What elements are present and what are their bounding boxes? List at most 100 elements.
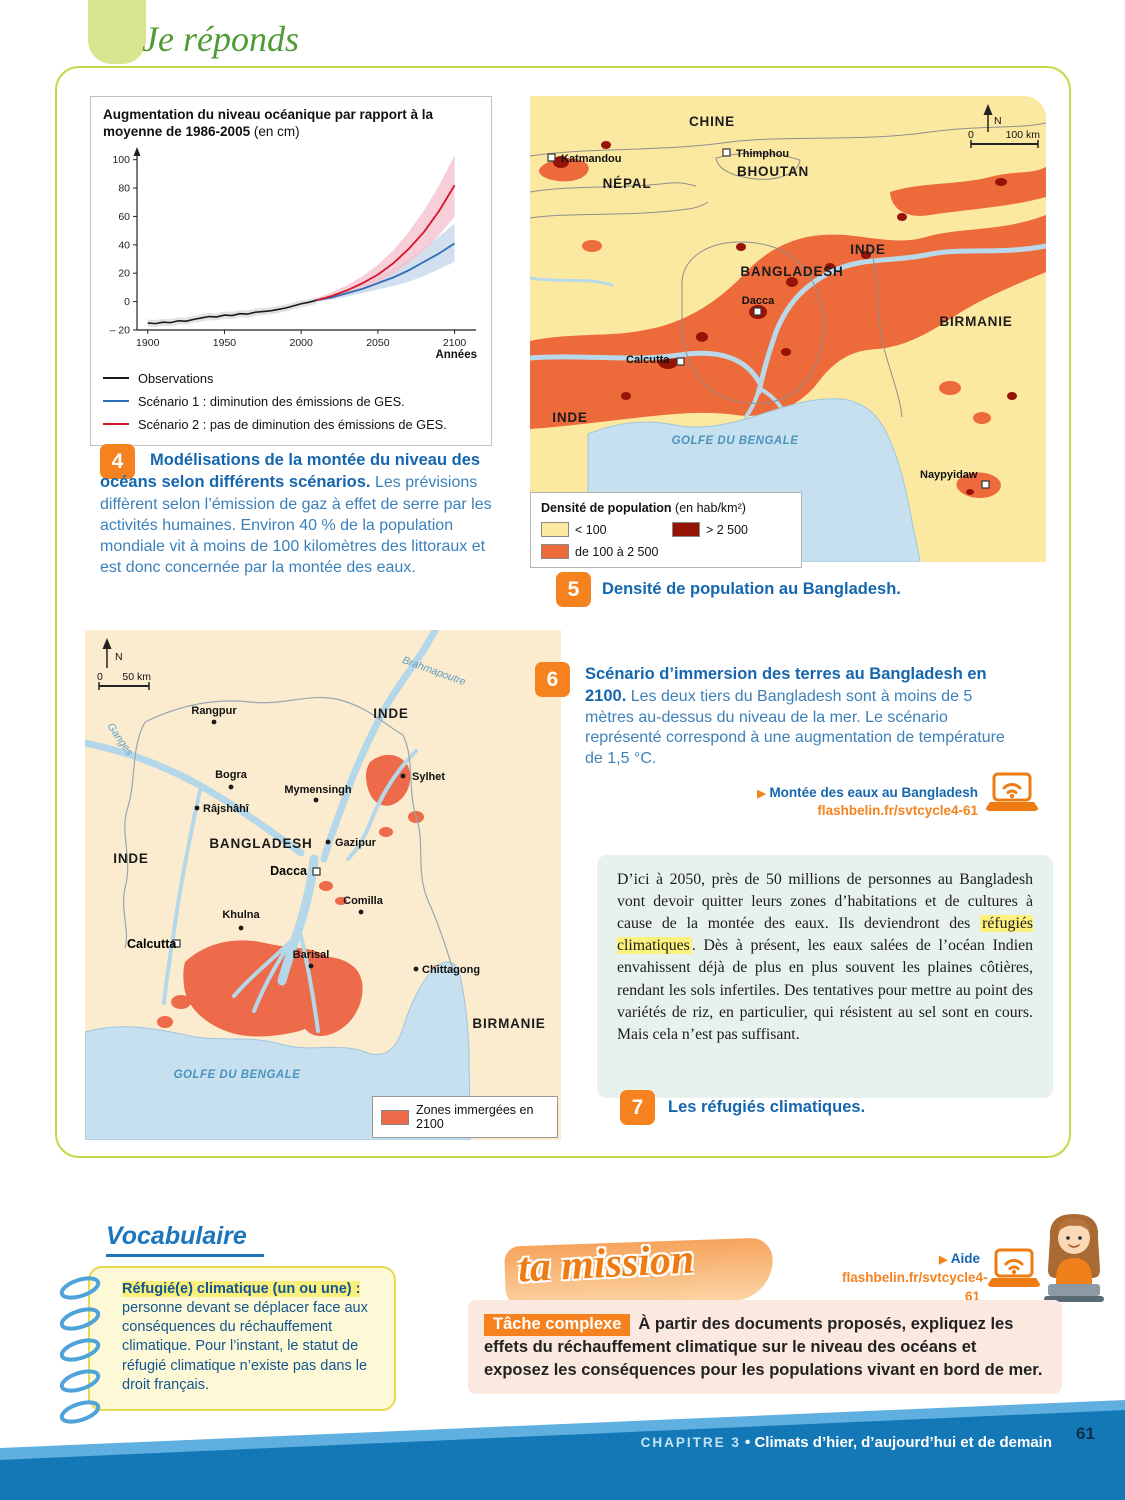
map-label: BIRMANIE [939,314,1012,329]
svg-text:2050: 2050 [366,337,390,349]
map-label: Dacca [270,864,308,878]
scale-bar [970,140,1039,148]
doc7-number-badge: 7 [620,1090,655,1125]
mission-task-box: Tâche complexe À partir des documents pro… [468,1300,1062,1395]
map-label: BHOUTAN [737,164,809,179]
density-legend-title: Densité de population (en hab/km²) [541,501,791,515]
chart-title: Augmentation du niveau océanique par rap… [103,107,483,141]
doc7-text-before: D’ici à 2050, près de 50 millions de per… [617,871,1033,933]
north-arrow [983,104,993,132]
legend-label: Observations [138,370,214,386]
map-label: INDE [850,242,885,257]
svg-text:80: 80 [118,182,130,194]
footer-title: • Climats d’hier, d’aujourd’hui et de de… [745,1434,1052,1451]
map-label: Katmandou [561,153,622,165]
mission-text: À partir des documents proposés, expliqu… [484,1315,1043,1379]
spiral-binding [56,1276,104,1433]
legend-label: Scénario 1 : diminution des émissions de… [138,393,405,409]
flashbelin-url[interactable]: flashbelin.fr/svtcycle4-61 [817,803,978,819]
map-label: Calcutta [127,937,177,951]
map-label: N [994,115,1002,127]
aide-title: ▶ Aide [842,1250,980,1269]
immersion-legend: Zones immergées en 2100 [372,1096,558,1138]
footer-chapter: CHAPITRE 3 [640,1435,741,1450]
legend-line-swatch [103,423,129,426]
flashbelin-link-block: ▶ Montée des eaux au Bangladesh flashbel… [700,784,978,820]
doc6-caption: Scénario d’immersion des terres au Bangl… [585,664,1025,770]
legend-item: Scénario 1 : diminution des émissions de… [103,394,483,409]
page-number: 61 [1076,1424,1095,1443]
doc5-number-badge: 5 [556,572,591,607]
legend-label: Zones immergées en 2100 [416,1103,534,1131]
map-label: BANGLADESH [209,836,312,851]
legend-item: Scénario 2 : pas de diminution des émiss… [103,417,483,432]
map-label: 0 [97,671,103,683]
scale-bar [98,682,150,690]
legend-swatch [541,544,569,559]
map-label: Calcutta [626,354,670,366]
svg-text:1900: 1900 [136,337,160,349]
legend-item: < 100 [541,522,672,537]
legend-label: < 100 [575,522,607,537]
mission-title: ta mission [516,1236,696,1292]
map-label: Chittagong [422,964,480,976]
doc6-number-badge: 6 [535,662,570,697]
country-borders [122,696,454,971]
chart-title-unit: (en cm) [253,123,300,139]
doc4-caption: Modélisations de la montée du niveau des… [100,450,498,578]
footer-text: CHAPITRE 3 • Climats d’hier, d’aujourd’h… [540,1434,1052,1451]
link-title: ▶ Montée des eaux au Bangladesh [700,784,978,802]
svg-text:1950: 1950 [213,337,237,349]
svg-text:2000: 2000 [289,337,313,349]
map-label: 50 km [122,671,151,683]
map-label: BIRMANIE [472,1016,545,1031]
svg-text:0: 0 [124,296,130,308]
map-label: Sylhet [412,771,445,783]
laptop-wifi-icon [986,772,1038,819]
map-label: Barisal [293,949,330,961]
vocab-box: Réfugié(e) climatique (un ou une) : pers… [88,1266,396,1411]
density-mid-regions [530,158,1046,498]
vocab-definition: personne devant se déplacer face aux con… [122,1300,368,1393]
density-legend-title-text: Densité de population [541,501,672,515]
svg-text:Années: Années [435,349,477,358]
map-label: Khulna [222,909,260,921]
doc6-caption-text: Les deux tiers du Bangladesh sont à moin… [585,687,1005,768]
map-label: INDE [552,410,587,425]
vocab-term: Réfugié(e) climatique (un ou une) : [122,1281,361,1297]
map-label: BANGLADESH [740,264,843,279]
immersion-map-svg: N0 50 km Rangpur INDE Bogra Sylhet Mymensingh R… [85,630,561,1140]
legend-item: de 100 à 2 500 [541,544,672,559]
doc4-caption-bold: Modélisations de la montée du niveau des… [100,451,481,491]
legend-label: de 100 à 2 500 [575,544,659,559]
rivers [85,630,439,1033]
density-legend-grid: < 100 > 2 500 de 100 à 2 500 [541,522,791,559]
map-label: GOLFE DU BENGALE [672,435,799,447]
legend-item: > 2 500 [671,522,791,537]
sea-golfe-du-bengale [85,961,471,1140]
header-decoration [88,0,146,64]
footer-band [0,1400,1125,1500]
doc5-caption: Densité de population au Bangladesh. [602,580,901,598]
aide-link-block: ▶ Aide flashbelin.fr/svtcycle4-61 [842,1250,988,1307]
country-borders [530,122,1046,418]
legend-swatch [381,1109,409,1125]
map-label: INDE [113,851,148,866]
laptop-wifi-icon [988,1248,1040,1295]
legend-swatch [541,522,569,537]
chart-title-text: Augmentation du niveau océanique par rap… [103,107,434,139]
svg-text:20: 20 [118,267,130,279]
rivers [530,243,1046,419]
doc4-number-badge: 4 [100,444,135,479]
map-label: 0 [968,129,974,141]
map5-labels: CHINE NÉPAL BHOUTAN INDE BANGLADESH BIRMANIE I… [552,114,1040,481]
city-markers [172,719,419,972]
student-illustration [1030,1208,1118,1317]
map-label: NÉPAL [603,176,652,191]
mission-tag: Tâche complexe [484,1314,631,1336]
link-arrow-icon: ▶ [757,788,766,800]
map-label: Dacca [742,295,775,307]
chart-plot: – 20 0 20 40 60 80 100 1900 1950 2000 2050 2100Anné… [110,146,477,361]
map-label: Bogra [215,769,248,781]
